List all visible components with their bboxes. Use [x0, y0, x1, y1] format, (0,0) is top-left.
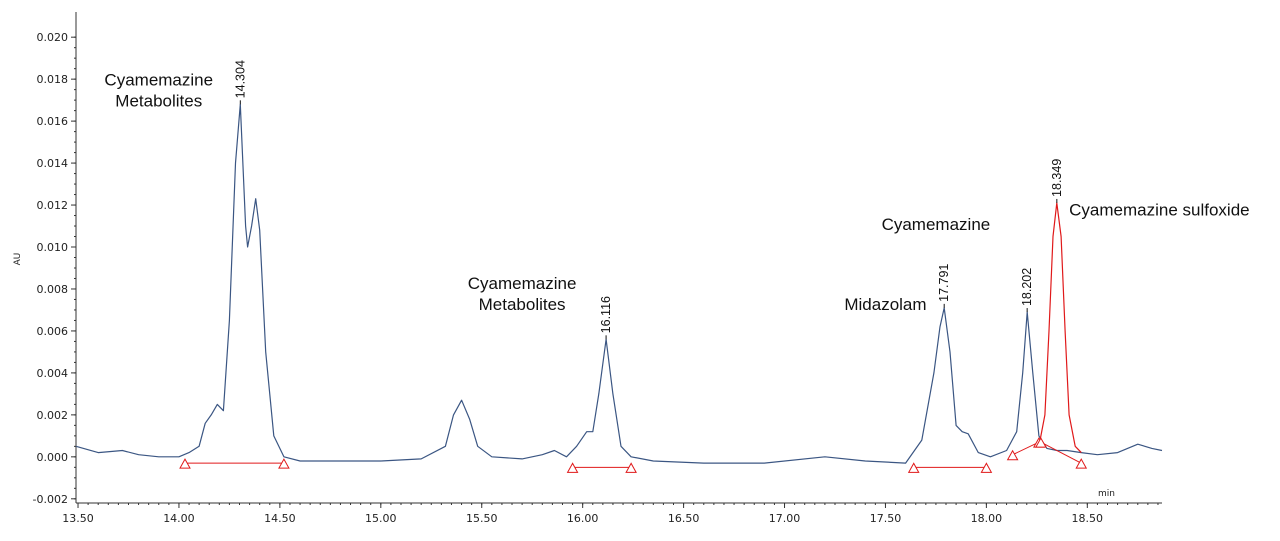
annotation-line: Metabolites	[479, 295, 566, 314]
x-tick-label: 15.00	[365, 512, 397, 525]
x-tick-label: 17.50	[870, 512, 902, 525]
y-tick-label: 0.008	[37, 283, 69, 296]
annotation-line: Cyamemazine	[104, 70, 213, 89]
traces	[75, 103, 1163, 464]
integration-baselines	[185, 441, 1082, 468]
x-tick-label: 14.00	[163, 512, 195, 525]
baseline-marker-triangle	[1035, 437, 1047, 448]
baseline-marker-triangle	[1006, 449, 1019, 461]
baseline-marker-triangle	[179, 458, 191, 469]
x-tick-label: 14.50	[264, 512, 296, 525]
x-tick-label: 18.00	[971, 512, 1003, 525]
compound-annotation: Cyamemazine Metabolites	[468, 274, 577, 314]
x-axis-unit-label: min	[1098, 489, 1115, 499]
baseline-marker-triangle	[566, 462, 579, 473]
baseline-marker-triangle	[980, 462, 993, 473]
y-tick-label: 0.014	[37, 157, 69, 170]
annotation-line: Cyamemazine sulfoxide	[1069, 201, 1249, 220]
peak-retention-time-label: 17.791	[937, 264, 951, 302]
compound-annotation: Cyamemazine sulfoxide	[1069, 201, 1249, 220]
y-axis-label: AU	[13, 253, 23, 266]
x-tick-label: 15.50	[466, 512, 498, 525]
y-tick-label: 0.016	[37, 115, 69, 128]
y-tick-label: 0.020	[37, 31, 69, 44]
y-tick-label: 0.000	[37, 451, 69, 464]
trace-line-2	[1038, 202, 1082, 454]
x-tick-label: 18.50	[1072, 512, 1104, 525]
x-tick-label: 16.50	[668, 512, 700, 525]
baseline-marker-triangle	[278, 458, 290, 469]
annotation-line: Metabolites	[115, 91, 202, 110]
integration-baseline	[1012, 441, 1040, 456]
baseline-marker-triangle	[625, 462, 637, 473]
x-tick-label: 17.00	[769, 512, 801, 525]
x-tick-label: 13.50	[62, 512, 94, 525]
annotation-line: Midazolam	[844, 295, 926, 314]
annotation-line: Cyamemazine	[468, 274, 577, 293]
peak-retention-time-label: 18.202	[1020, 268, 1034, 306]
integration-baseline	[1040, 441, 1082, 464]
annotation-line: Cyamemazine	[882, 215, 991, 234]
peak-retention-time-label: 16.116	[599, 296, 613, 333]
peak-retention-time-label: 14.304	[233, 60, 247, 98]
trace-line-1	[75, 103, 1163, 464]
y-tick-label: 0.006	[37, 325, 69, 338]
x-tick-label: 16.00	[567, 512, 599, 525]
compound-annotation: Cyamemazine	[882, 215, 991, 234]
compound-annotations: Cyamemazine Metabolites Cyamemazine Metabol…	[104, 70, 1249, 314]
integration-markers	[179, 437, 1088, 473]
compound-annotation: Midazolam	[844, 295, 926, 314]
y-tick-label: 0.004	[37, 367, 69, 380]
y-tick-label: 0.010	[37, 241, 69, 254]
compound-annotation: Cyamemazine Metabolites	[104, 70, 213, 110]
baseline-marker-triangle	[1075, 458, 1088, 469]
peak-retention-time-label: 18.349	[1050, 159, 1064, 197]
y-tick-label: 0.012	[37, 199, 69, 212]
baseline-marker-triangle	[907, 462, 920, 473]
y-tick-label: 0.002	[37, 409, 69, 422]
y-tick-label: 0.018	[37, 73, 69, 86]
peak-labels: 14.304 16.116 17.791 18.202 18.349	[233, 60, 1064, 340]
y-tick-label: -0.002	[33, 493, 68, 506]
axes: -0.002 0.000 0.002 0.004 0.006 0.008 0.010 0.01…	[33, 12, 1162, 525]
